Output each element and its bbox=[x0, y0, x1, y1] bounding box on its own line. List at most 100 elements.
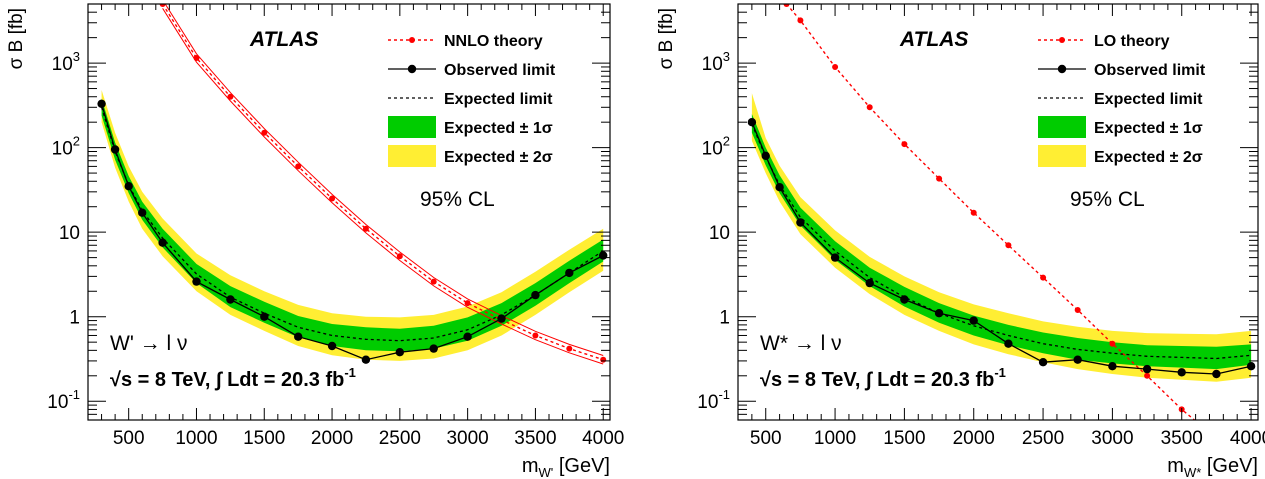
observed-point bbox=[110, 145, 120, 154]
theory-point bbox=[396, 253, 403, 260]
theory-point bbox=[866, 104, 873, 111]
legend-theory-label: NNLO theory bbox=[444, 33, 543, 50]
y-tick-label: 10 bbox=[59, 223, 80, 244]
x-tick-label: 2000 bbox=[953, 428, 995, 449]
theory-line bbox=[785, 4, 1196, 420]
observed-point bbox=[497, 314, 506, 323]
x-tick-label: 500 bbox=[750, 428, 782, 449]
plot-area bbox=[97, 4, 608, 365]
theory-point bbox=[970, 209, 977, 216]
theory-point bbox=[1005, 242, 1012, 249]
chart-panel-2: 500 1000 1500 2000 2500 3000 3500 4000 10-1 1 10 10… bbox=[656, 3, 1265, 479]
observed-point bbox=[531, 290, 540, 300]
expected-1sigma-band bbox=[101, 98, 604, 352]
observed-point bbox=[775, 183, 784, 192]
theory-point bbox=[159, 4, 166, 7]
experiment-label: ATLAS bbox=[899, 28, 968, 51]
observed-point bbox=[192, 277, 201, 286]
process-label: W' → l ν bbox=[110, 332, 188, 355]
legend-sigma2-swatch bbox=[1038, 145, 1086, 167]
x-axis-label-part: m bbox=[1167, 455, 1184, 477]
x-tick-label: 3000 bbox=[1091, 428, 1133, 449]
theory-point bbox=[261, 129, 268, 136]
legend-expected-label: Expected limit bbox=[444, 91, 553, 108]
legend-sigma1-swatch bbox=[1038, 116, 1086, 138]
x-axis-label-part: m bbox=[522, 455, 539, 477]
legend-observed-label: Observed limit bbox=[1094, 62, 1206, 79]
y-tick-exponent: 2 bbox=[73, 134, 80, 149]
lumi-exponent: -1 bbox=[994, 365, 1006, 380]
theory-line bbox=[162, 4, 604, 361]
observed-point bbox=[1108, 362, 1117, 371]
observed-point bbox=[1212, 369, 1221, 379]
observed-point bbox=[429, 344, 438, 353]
y-tick-label: 10-1 bbox=[697, 387, 730, 413]
y-tick-label: 1 bbox=[719, 308, 730, 329]
y-tick-label: 103 bbox=[702, 49, 730, 75]
y-tick-label: 102 bbox=[702, 134, 730, 160]
observed-point bbox=[124, 182, 133, 191]
theory-point bbox=[193, 55, 200, 61]
observed-point bbox=[361, 355, 371, 364]
observed-point bbox=[830, 253, 840, 262]
theory-point bbox=[362, 225, 369, 232]
legend-sigma2-swatch bbox=[388, 145, 436, 167]
x-tick-label: 1000 bbox=[175, 428, 217, 449]
legend-theory-marker bbox=[1059, 37, 1065, 43]
observed-point bbox=[969, 316, 978, 325]
y-tick-exponent: 2 bbox=[723, 134, 730, 149]
observed-point bbox=[158, 238, 167, 247]
observed-point bbox=[226, 295, 235, 304]
observed-point bbox=[1142, 364, 1152, 374]
x-tick-label: 4000 bbox=[582, 428, 624, 449]
theory-point bbox=[600, 356, 607, 363]
x-axis-label: mW' [GeV] bbox=[522, 455, 610, 479]
legend-sigma1-label: Expected ± 1σ bbox=[444, 120, 553, 137]
observed-point bbox=[1004, 339, 1013, 348]
observed-point bbox=[138, 208, 147, 217]
theory-lower-edge bbox=[162, 8, 604, 365]
y-tick-label: 1 bbox=[69, 308, 80, 329]
energy-lumi-label: √s = 8 TeV, ∫ Ldt = 20.3 fb-1 bbox=[760, 365, 1006, 391]
x-tick-label: 3000 bbox=[446, 428, 488, 449]
observed-point bbox=[934, 309, 944, 318]
observed-point bbox=[599, 251, 608, 260]
y-tick-label: 10-1 bbox=[47, 387, 80, 413]
observed-limit-line bbox=[100, 103, 604, 361]
legend-theory-marker bbox=[409, 37, 415, 43]
observed-point bbox=[761, 151, 770, 160]
theory-point bbox=[936, 175, 943, 182]
legend-observed-marker bbox=[1057, 64, 1067, 74]
legend-observed-marker bbox=[407, 64, 417, 74]
confidence-level-label: 95% CL bbox=[420, 188, 495, 211]
observed-point bbox=[395, 348, 404, 357]
lumi-exponent: -1 bbox=[344, 365, 356, 380]
observed-point bbox=[1177, 368, 1186, 377]
x-axis-label: mW* [GeV] bbox=[1167, 455, 1258, 479]
observed-point bbox=[1038, 358, 1048, 367]
observed-point bbox=[463, 332, 472, 341]
energy-lumi-label: √s = 8 TeV, ∫ Ldt = 20.3 fb-1 bbox=[110, 365, 356, 391]
theory-point bbox=[832, 64, 839, 70]
chart-panel-1: 500 1000 1500 2000 2500 3000 3500 4000 10-1 1 10 10… bbox=[6, 3, 624, 479]
process-label: W* → l ν bbox=[760, 332, 842, 355]
observed-point bbox=[1246, 362, 1256, 371]
x-axis-label-part: [GeV] bbox=[553, 455, 610, 477]
theory-point bbox=[783, 4, 790, 7]
observed-point bbox=[260, 312, 269, 321]
observed-point bbox=[294, 332, 303, 341]
plot-frame bbox=[737, 3, 1259, 421]
theory-point bbox=[329, 195, 336, 202]
x-axis-label-part: [GeV] bbox=[1201, 455, 1258, 477]
theory-point bbox=[532, 332, 539, 339]
legend-sigma1-swatch bbox=[388, 116, 436, 138]
legend-expected-label: Expected limit bbox=[1094, 91, 1203, 108]
y-tick-exponent: 3 bbox=[73, 49, 80, 64]
theory-point bbox=[295, 163, 302, 170]
x-axis-label-part: W' bbox=[539, 465, 554, 479]
observed-point bbox=[747, 118, 757, 127]
theory-point bbox=[901, 141, 908, 148]
y-tick-exponent: -1 bbox=[718, 387, 730, 402]
y-tick-exponent: 3 bbox=[723, 49, 730, 64]
